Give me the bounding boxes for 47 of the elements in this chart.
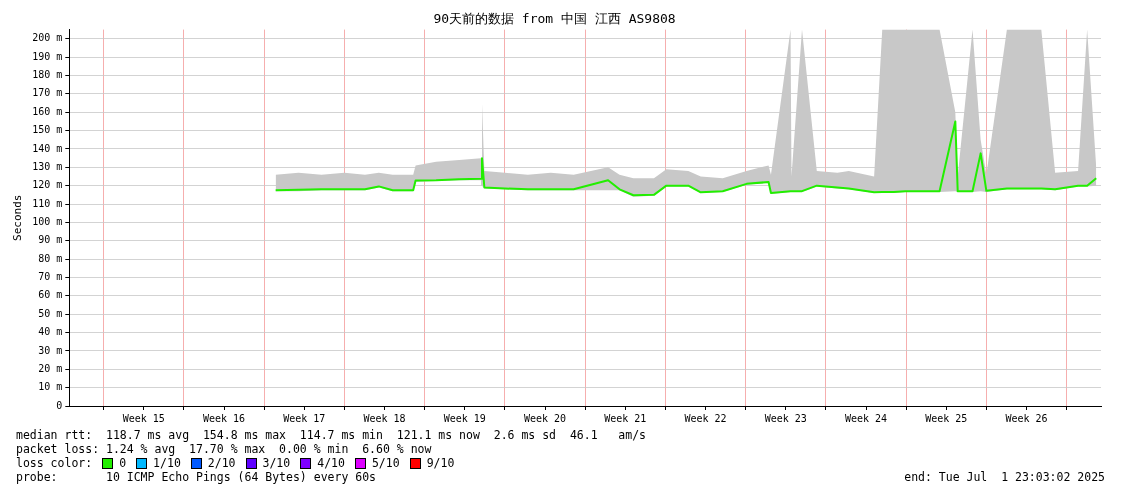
y-tick-label: 0: [56, 399, 63, 411]
x-tick-label: Week 17: [283, 412, 326, 424]
y-tick-label: 20 m: [38, 362, 63, 374]
chart-title: 90天前的数据 from 中国 江西 AS9808: [433, 11, 676, 27]
y-tick-label: 30 m: [38, 344, 63, 356]
text: probe: 10 ICMP Echo Pings (64 Bytes) every 60s: [16, 470, 377, 484]
y-tick-label: 140 m: [32, 142, 63, 154]
text: end: Tue Jul 1 23:03:02 2025: [904, 470, 1105, 484]
y-tick-label: 70 m: [38, 271, 63, 283]
y-tick-label: 200 m: [32, 32, 63, 44]
y-tick-label: 10 m: [38, 381, 63, 393]
text: packet loss: 1.24 % avg 17.70 % max 0.00 % min 6.60 % now: [15, 442, 433, 456]
x-tick-label: Week 24: [844, 412, 888, 424]
x-tick-label: Week 23: [764, 412, 807, 424]
y-tick-label: 90 m: [38, 234, 63, 246]
y-tick-label: 150 m: [32, 124, 63, 136]
legend-title: loss color:: [16, 456, 93, 470]
y-tick-label: 110 m: [32, 197, 63, 209]
x-tick-label: Week 20: [523, 412, 567, 424]
y-tick-label: 180 m: [32, 69, 63, 81]
y-tick-label: 100 m: [32, 215, 63, 227]
legend-label: 1/10: [153, 456, 181, 470]
x-tick-label: Week 22: [684, 412, 727, 424]
legend-label: 2/10: [207, 456, 236, 470]
x-tick-label: Week 15: [122, 412, 165, 424]
legend-label: 9/10: [426, 456, 455, 470]
legend-label: 5/10: [371, 456, 400, 470]
legend-label: 3/10: [262, 456, 291, 470]
y-tick-label: 190 m: [32, 50, 63, 62]
y-tick-label: 50 m: [38, 307, 63, 319]
legend-label: 0: [119, 456, 127, 470]
x-tick-label: Week 18: [363, 412, 406, 424]
text: median rtt: 118.7 ms avg 154.8 ms max 114.7 ms min 121.1 ms now 2.6 ms sd 46.1 am/s: [15, 428, 648, 442]
x-tick-label: Week 21: [604, 412, 647, 424]
y-tick-label: 170 m: [32, 87, 63, 99]
y-tick-label: 130 m: [32, 160, 63, 172]
y-tick-label: 40 m: [38, 326, 63, 338]
y-tick-label: 60 m: [38, 289, 63, 301]
legend-label: 4/10: [317, 456, 345, 470]
y-axis-title: Seconds: [11, 194, 25, 241]
y-tick-label: 160 m: [32, 105, 63, 117]
x-tick-label: Week 25: [925, 412, 968, 424]
x-tick-label: Week 19: [443, 412, 486, 424]
x-tick-label: Week 16: [202, 412, 246, 424]
y-tick-label: 80 m: [38, 252, 63, 264]
y-tick-label: 120 m: [32, 179, 63, 191]
x-tick-label: Week 26: [1005, 412, 1048, 424]
